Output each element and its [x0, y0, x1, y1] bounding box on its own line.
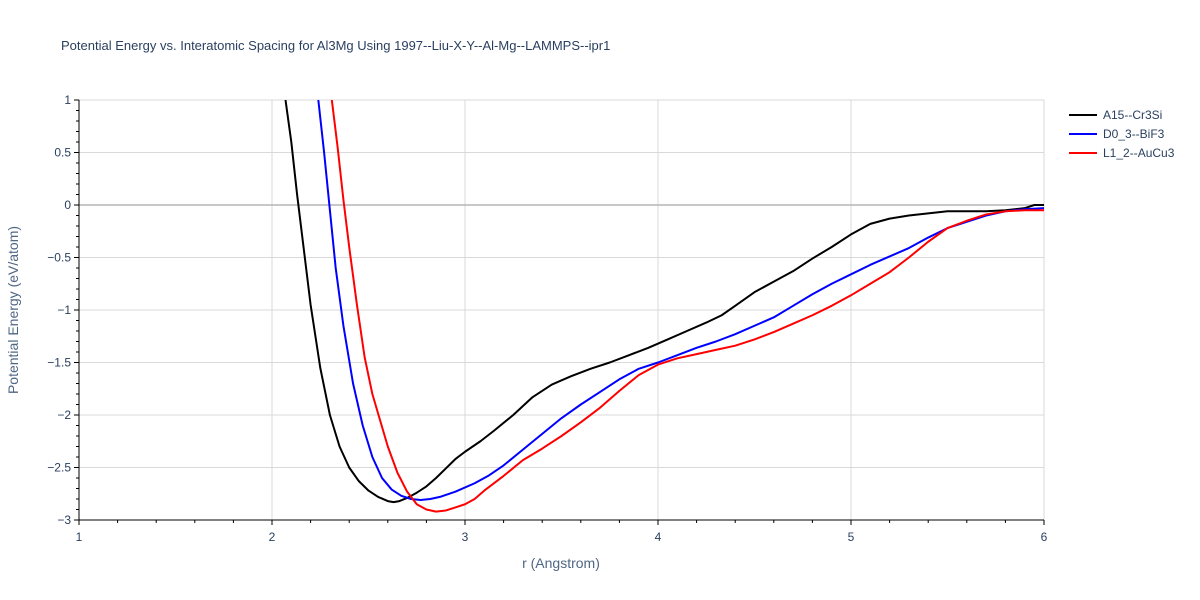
x-tick-label: 1	[76, 530, 83, 544]
series-line-1	[284, 100, 1044, 504]
y-tick-label: −1	[57, 303, 71, 317]
y-tick-label: −1.5	[47, 356, 71, 370]
x-tick-label: 6	[1041, 530, 1048, 544]
x-tick-label: 3	[462, 530, 469, 544]
legend-label: L1_2--AuCu3	[1103, 146, 1175, 160]
x-tick-label: 2	[269, 530, 276, 544]
axes	[74, 99, 1045, 525]
x-axis-title: r (Angstrom)	[522, 555, 600, 571]
y-tick-label: −2.5	[47, 461, 71, 475]
tick-labels: 1 2 3 4 5 6 1 0.5 0 −0.5 −1 −1.5 −2 −2.5 −3	[47, 93, 1047, 544]
chart-title: Potential Energy vs. Interatomic Spacing…	[61, 38, 610, 53]
series-line-3	[330, 100, 1044, 513]
series-line-2	[317, 100, 1044, 502]
legend-item[interactable]: D0_3--BiF3	[1069, 127, 1165, 141]
y-tick-label: 0.5	[54, 146, 71, 160]
legend-item[interactable]: A15--Cr3Si	[1069, 108, 1162, 122]
x-tick-label: 5	[848, 530, 855, 544]
legend-item[interactable]: L1_2--AuCu3	[1069, 146, 1175, 160]
y-axis-title: Potential Energy (eV/atom)	[5, 226, 21, 394]
legend-label: A15--Cr3Si	[1103, 108, 1162, 122]
y-tick-label: 1	[64, 93, 71, 107]
y-tick-label: −0.5	[47, 251, 71, 265]
series-layer	[284, 100, 1044, 513]
legend-label: D0_3--BiF3	[1103, 127, 1165, 141]
y-tick-label: 0	[64, 198, 71, 212]
x-tick-label: 4	[655, 530, 662, 544]
gridlines	[79, 99, 1045, 520]
y-tick-label: −2	[57, 408, 71, 422]
legend[interactable]: A15--Cr3Si D0_3--BiF3 L1_2--AuCu3	[1069, 108, 1175, 160]
y-tick-label: −3	[57, 513, 71, 527]
